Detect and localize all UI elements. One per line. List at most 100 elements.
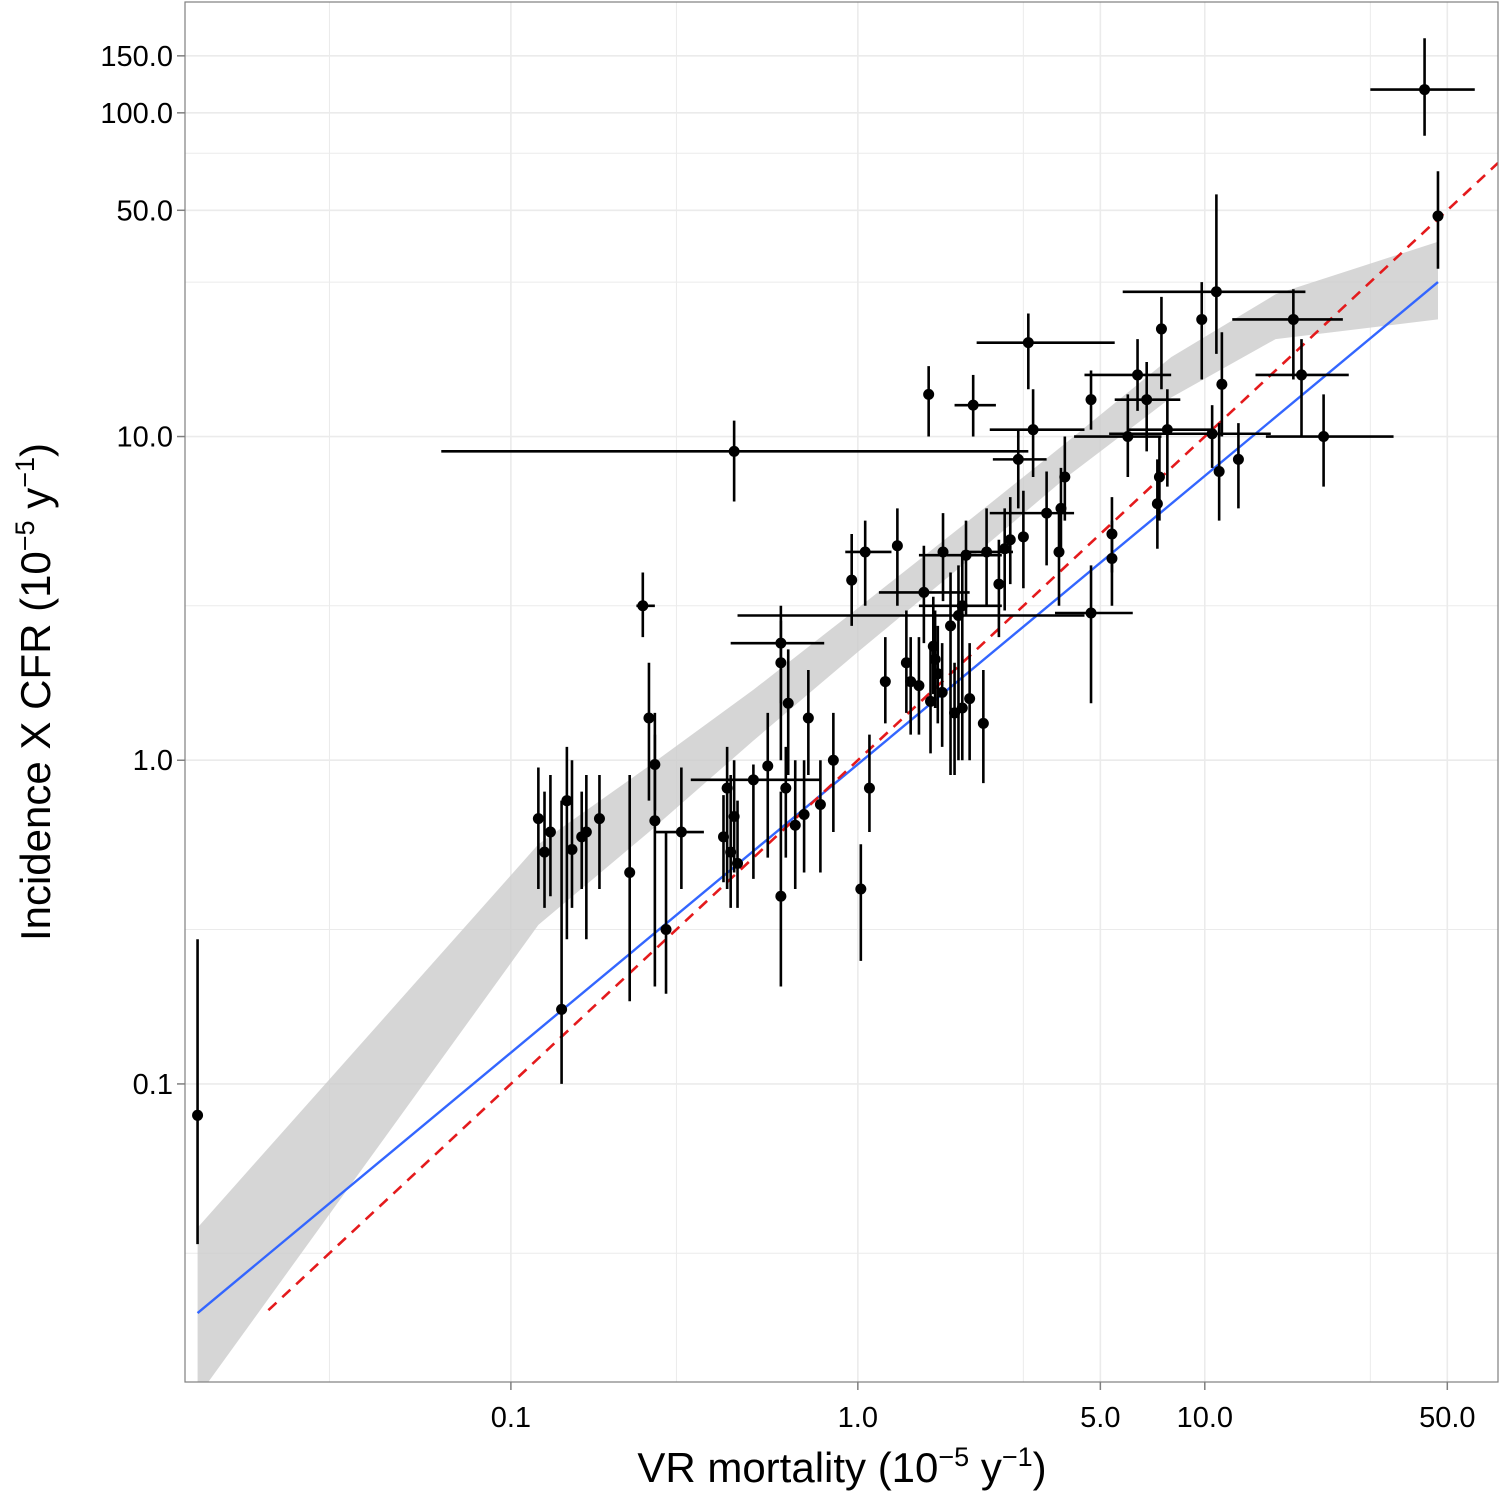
data-point-group (1106, 520, 1118, 606)
y-tick-label: 1.0 (133, 745, 173, 777)
data-point (967, 399, 979, 411)
data-point-group (1265, 394, 1394, 487)
data-point (1141, 394, 1153, 406)
x-tick-label: 0.1 (491, 1402, 531, 1434)
data-point (905, 676, 917, 688)
data-point-group (649, 734, 661, 987)
data-point (593, 813, 605, 825)
data-point-group (1127, 389, 1213, 487)
data-point (964, 693, 976, 705)
data-point (762, 760, 774, 772)
data-point (891, 540, 903, 552)
data-point (1085, 394, 1097, 406)
data-point-group (789, 760, 801, 890)
data-point (775, 657, 787, 669)
x-tick-label: 50.0 (1419, 1402, 1475, 1434)
data-point-group (936, 643, 948, 747)
plot-panel (185, 2, 1498, 1382)
data-point (649, 815, 661, 827)
data-point-group (956, 655, 968, 761)
data-point-group (1059, 436, 1071, 521)
data-point-group (660, 832, 672, 994)
x-tick-label: 1.0 (838, 1402, 878, 1434)
data-point-group (532, 767, 544, 890)
data-point-group (441, 420, 1029, 502)
data-point (192, 1109, 204, 1121)
data-point (1296, 369, 1308, 381)
data-point (1017, 531, 1029, 543)
data-point-group (1432, 171, 1444, 269)
data-point (660, 923, 672, 935)
y-axis: 0.1 1.0 10.0 50.0 100.0 150.0 (100, 41, 185, 1101)
data-point-group (1085, 370, 1097, 430)
data-point (956, 702, 968, 714)
data-point-group (544, 775, 556, 897)
data-point-group (814, 760, 826, 873)
data-point-group (690, 764, 821, 879)
data-point-group (1109, 405, 1271, 468)
data-point-group (900, 610, 912, 713)
data-point-group (762, 712, 774, 858)
data-point (999, 543, 1011, 555)
data-point-group (977, 670, 989, 784)
data-point (1206, 428, 1218, 440)
data-point-group (1196, 282, 1208, 380)
data-point-group (925, 649, 937, 754)
data-point-group (1155, 296, 1167, 390)
data-point (859, 546, 871, 558)
data-point (728, 445, 740, 457)
data-point-group (993, 539, 1005, 638)
data-point (782, 697, 794, 709)
data-point-group (1255, 339, 1349, 437)
data-point-group (1004, 497, 1016, 585)
data-point-group (775, 605, 787, 761)
data-point-group (636, 572, 655, 638)
data-point-group (1216, 332, 1228, 437)
data-point (1318, 431, 1330, 443)
data-point (814, 798, 826, 810)
data-point-group (643, 662, 655, 801)
data-point-group (863, 734, 875, 833)
data-point (925, 695, 937, 707)
data-point (643, 712, 655, 724)
data-point-group (891, 508, 903, 606)
data-point (532, 813, 544, 825)
data-point (775, 890, 787, 902)
data-point-group (654, 767, 704, 890)
y-tick-label: 100.0 (100, 98, 173, 130)
data-point (1216, 378, 1228, 390)
data-point (900, 657, 912, 669)
grid (185, 2, 1498, 1382)
data-point (918, 586, 930, 598)
data-point-group (905, 637, 917, 735)
data-point (566, 843, 578, 855)
data-point-group (798, 760, 810, 873)
data-point-group (1370, 38, 1475, 136)
data-point-group (989, 389, 1085, 477)
data-point-group (566, 760, 578, 908)
data-point (1059, 471, 1071, 483)
data-point-group (1232, 289, 1343, 380)
data-point (977, 717, 989, 729)
data-point (863, 782, 875, 794)
data-point-group (855, 844, 867, 961)
data-point-group (624, 775, 636, 1002)
data-point (556, 1003, 568, 1015)
x-tick-label: 5.0 (1080, 1402, 1120, 1434)
data-points (192, 38, 1475, 1245)
data-point-group (932, 625, 944, 724)
data-point (1022, 337, 1034, 349)
data-point-group (1017, 490, 1029, 589)
data-point (846, 574, 858, 586)
data-point (1287, 313, 1299, 325)
x-axis: 0.1 1.0 5.0 10.0 50.0 (491, 1382, 1476, 1434)
data-point (879, 676, 891, 688)
data-point-group (964, 643, 976, 761)
data-point (1153, 471, 1165, 483)
data-point-group (954, 374, 996, 437)
data-point-group (802, 670, 814, 776)
data-point (827, 754, 839, 766)
data-point (789, 819, 801, 831)
data-point-group (192, 939, 204, 1245)
identity-line (267, 162, 1498, 1312)
